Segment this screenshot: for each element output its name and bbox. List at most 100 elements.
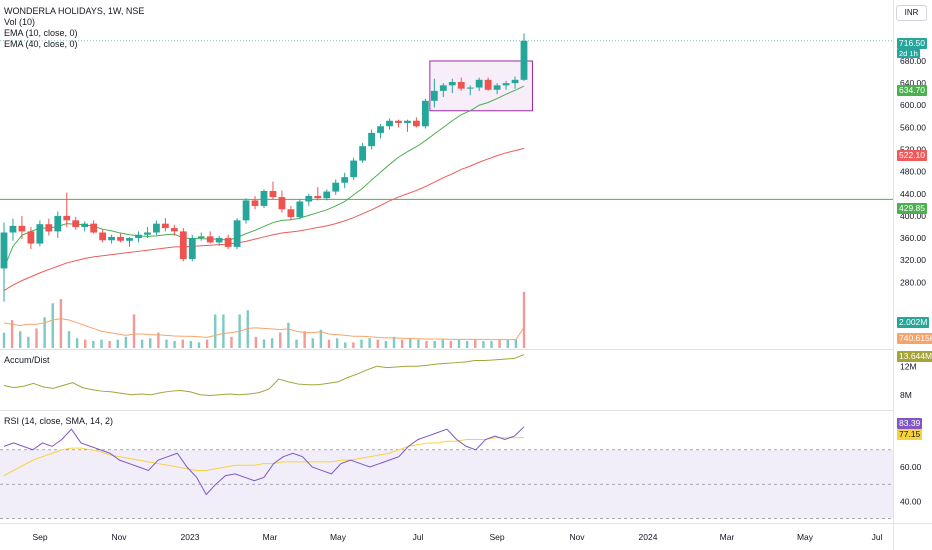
volume-bar (279, 332, 282, 348)
price-tick-label: 400.00 (900, 211, 926, 221)
volume-bar (498, 339, 501, 348)
candle-body (251, 200, 259, 206)
volume-bar (205, 339, 209, 348)
volume-bar (2, 332, 6, 348)
candle-body (323, 191, 331, 199)
volume-bar (116, 339, 119, 348)
volume-bar (303, 331, 306, 348)
volume-bar (417, 339, 420, 348)
candle-body (413, 120, 420, 127)
volume-bar (43, 317, 46, 348)
volume-bar (457, 339, 461, 348)
candle-body (9, 225, 17, 233)
candle-body (386, 120, 393, 127)
candle-body (161, 223, 169, 229)
candle-body (90, 223, 98, 233)
volume-bar (67, 331, 71, 348)
ema40-line (3, 147, 525, 292)
ema10-legend[interactable]: EMA (10, close, 0) (4, 28, 78, 38)
volume-bar (368, 338, 371, 348)
volume-ma-line (3, 318, 525, 341)
volume-bar (384, 341, 388, 348)
candle-body (144, 232, 151, 235)
accum-dist-badge: 13.644M (897, 351, 932, 362)
price-tick-label: 480.00 (900, 167, 926, 177)
candle-body (99, 232, 107, 241)
volume-bar (59, 299, 63, 348)
candle-body (224, 238, 232, 247)
volume-bar (51, 303, 54, 348)
volume-bar (27, 336, 30, 348)
price-tick-label: 280.00 (900, 277, 926, 287)
candle-body (296, 201, 304, 218)
candle-body (233, 220, 241, 247)
candle-body (395, 120, 402, 123)
candle-body (377, 126, 384, 133)
volume-bar (10, 320, 14, 348)
candle-body (242, 200, 250, 221)
price-tick-label: 680.00 (900, 56, 926, 66)
countdown-badge: 2d 1h (897, 49, 920, 58)
volume-bar (262, 339, 266, 348)
time-tick-label: 2023 (181, 532, 200, 542)
candle-body (206, 236, 214, 243)
candle-body (332, 182, 340, 192)
volume-bar (157, 332, 160, 348)
candle-body (457, 82, 465, 89)
currency-button[interactable]: INR (896, 5, 927, 21)
volume-bar (246, 310, 249, 348)
volume-bar (197, 342, 201, 348)
volume-bar (425, 341, 428, 348)
ema10-badge: 634.70 (897, 85, 927, 96)
volume-bar (173, 341, 176, 348)
volume-bar (19, 331, 22, 348)
price-tick-label: 520.00 (900, 145, 926, 155)
candle-body (188, 238, 196, 260)
candle-body (359, 146, 367, 161)
candle-body (36, 224, 44, 244)
volume-bar (522, 292, 526, 348)
symbol-title[interactable]: WONDERLA HOLIDAYS, 1W, NSE (4, 6, 145, 16)
ema40-badge: 522.10 (897, 150, 927, 161)
candle-body (475, 79, 483, 88)
volume-bar (295, 339, 298, 348)
ema40-legend[interactable]: EMA (40, close, 0) (4, 39, 78, 49)
volume-bar (92, 341, 95, 348)
volume-bar (222, 314, 225, 348)
accum-dist-tick-label: 8M (900, 390, 912, 400)
candle-body (466, 87, 474, 89)
candle-body (153, 223, 160, 233)
time-tick-label: Nov (569, 532, 585, 542)
candle-body (54, 215, 62, 232)
volume-bar (360, 339, 363, 348)
candle-body (27, 231, 35, 244)
candle-body (215, 238, 223, 243)
vol-legend[interactable]: Vol (10) (4, 17, 36, 27)
volume-bar (165, 339, 168, 348)
candle-body (368, 132, 375, 147)
volume-bar (100, 339, 103, 348)
volume-bar (270, 338, 274, 348)
volume-badge: 2.002M (897, 317, 930, 328)
candle-body (260, 191, 268, 206)
price-badge: 716.50 (897, 38, 927, 49)
volume-bar (441, 339, 444, 348)
time-tick-label: Jul (872, 532, 883, 542)
rsi-ma-line (3, 437, 525, 477)
candle-body (0, 232, 8, 269)
candle-body (63, 215, 71, 221)
candle-body (269, 191, 277, 198)
volume-bar (490, 341, 493, 348)
accum-dist-title[interactable]: Accum/Dist (4, 355, 50, 365)
rsi-title[interactable]: RSI (14, close, SMA, 14, 2) (4, 416, 114, 426)
candle-body (108, 236, 115, 241)
volume-bar (108, 341, 111, 348)
accum-dist-tick-label: 12M (900, 361, 917, 371)
candle-body (350, 160, 358, 178)
time-tick-label: Sep (32, 532, 47, 542)
volume-bar (465, 341, 469, 348)
candle-body (197, 236, 205, 239)
volume-bar (352, 342, 355, 348)
time-tick-label: 2024 (639, 532, 658, 542)
